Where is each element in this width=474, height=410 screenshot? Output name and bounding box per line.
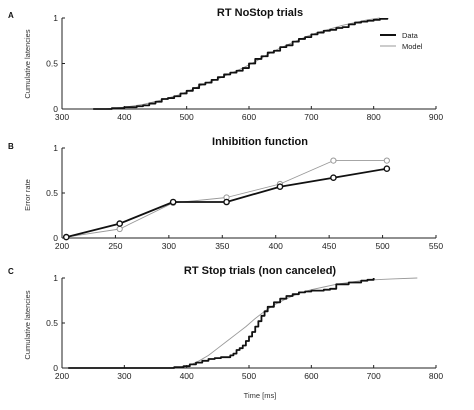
panel-b-data-point [169, 198, 177, 206]
panel-b-y-tick-label: 0.5 [46, 188, 58, 198]
panel-b-data-point [223, 198, 230, 206]
panel-b-data-point [330, 174, 337, 181]
panel-c-x-tick-label: 400 [180, 371, 194, 381]
panel-b-x-tick-label: 300 [162, 241, 176, 251]
panel-b-model-point [330, 157, 337, 164]
panel-c-x-label: Time [ms] [244, 391, 277, 400]
panel-c-model-series [167, 277, 418, 369]
panel-b-x-tick-label: 450 [322, 241, 336, 251]
panel-a-y-tick-label: 1 [53, 13, 58, 23]
legend-data-label: Data [402, 31, 419, 40]
legend: Data Model [380, 31, 423, 51]
panel-c-x-tick-label: 200 [55, 371, 69, 381]
panel-c-title: RT Stop trials (non canceled) [184, 265, 337, 277]
panel-a-y-label: Cumulative latencies [23, 29, 32, 98]
panel-b-data-point [62, 233, 70, 241]
panel-b-data-point [276, 183, 284, 190]
panel-a-x-tick-label: 500 [180, 112, 194, 122]
panel-a-y-tick-label: 0 [53, 104, 58, 114]
panel-b-x-tick-label: 200 [55, 241, 69, 251]
panel-c-y-tick-label: 0 [53, 363, 58, 373]
panel-c-x-tick-label: 700 [367, 371, 381, 381]
panel-label-c: C [8, 267, 14, 276]
panel-c-y-label: Cumulative latencies [23, 290, 32, 359]
panel-b-data-point [383, 165, 391, 172]
panel-b-model-point [116, 225, 123, 233]
legend-model-label: Model [402, 42, 423, 51]
panel-b-x-tick-label: 550 [429, 241, 443, 251]
panel-a-data-series [93, 18, 389, 110]
panel-a-x-tick-label: 400 [117, 112, 131, 122]
panel-b-x-tick-label: 350 [215, 241, 229, 251]
panel-b: B Inhibition function Error rate 200 250 3… [8, 136, 443, 251]
panel-c-y-tick-label: 1 [53, 273, 58, 283]
panel-c-data-series [68, 278, 375, 369]
panel-a-x-tick-label: 700 [304, 112, 318, 122]
panel-a-x-tick-label: 600 [242, 112, 256, 122]
panel-b-x-tick-label: 250 [108, 241, 122, 251]
panel-c: C RT Stop trials (non canceled) Cumulati… [8, 265, 443, 400]
panel-a-title: RT NoStop trials [217, 7, 303, 19]
panel-b-data-point [116, 220, 124, 227]
panel-a: A RT NoStop trials Cumulative latencies … [8, 7, 443, 122]
panel-b-y-tick-label: 0 [53, 233, 58, 243]
panel-c-x-tick-label: 500 [242, 371, 256, 381]
panel-c-x-tick-label: 600 [304, 371, 318, 381]
panel-a-x-tick-label: 800 [367, 112, 381, 122]
panel-a-model-series [105, 17, 380, 110]
panel-label-a: A [8, 11, 14, 20]
panel-c-y-tick-label: 0.5 [46, 318, 58, 328]
panel-a-x-tick-label: 900 [429, 112, 443, 122]
panel-a-y-tick-label: 0.5 [46, 59, 58, 69]
panel-b-plot: 200 250 300 350 400 450 500 550 0 0.5 1 [46, 143, 443, 251]
panel-b-model-point [383, 157, 390, 164]
panel-label-b: B [8, 142, 14, 151]
panel-b-y-tick-label: 1 [53, 143, 58, 153]
panel-c-plot: 200 300 400 500 600 700 800 0 0.5 1 [46, 273, 443, 381]
panel-a-plot: 300 400 500 600 700 800 900 0 0.5 1 [46, 13, 443, 122]
panel-b-x-tick-label: 500 [375, 241, 389, 251]
panel-b-x-tick-label: 400 [269, 241, 283, 251]
panel-c-x-tick-label: 300 [117, 371, 131, 381]
panel-a-x-tick-label: 300 [55, 112, 69, 122]
panel-b-title: Inhibition function [212, 136, 308, 148]
panel-b-y-label: Error rate [23, 179, 32, 211]
panel-c-x-tick-label: 800 [429, 371, 443, 381]
